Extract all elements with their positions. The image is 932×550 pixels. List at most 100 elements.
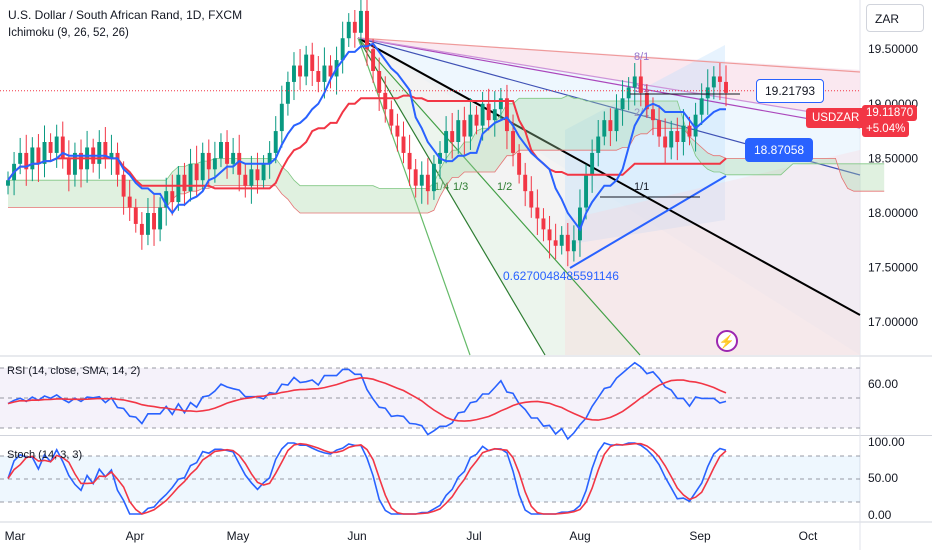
candle-body	[663, 136, 668, 148]
candle-body	[164, 191, 169, 208]
indicator-lines	[0, 42, 860, 269]
stoch-tick-label: 50.00	[868, 471, 898, 485]
candle-body	[584, 174, 589, 208]
candle-body	[322, 65, 327, 82]
chart-title: U.S. Dollar / South African Rand, 1D, FX…	[8, 8, 243, 22]
candle-body	[578, 207, 582, 241]
price-tick-label: 17.50000	[868, 261, 918, 275]
fan-line	[357, 37, 546, 356]
candle-body	[346, 21, 351, 39]
fan-line	[357, 37, 861, 121]
candle-body	[498, 98, 503, 110]
candle-body	[535, 207, 540, 219]
candle-body	[620, 98, 625, 110]
candle-body	[139, 223, 144, 235]
price-callout-upper[interactable]: 19.21793	[756, 79, 825, 103]
candle-body	[565, 234, 570, 252]
change-tag: +5.04%	[862, 121, 910, 137]
candle-body	[18, 152, 23, 164]
last-price-tag: 19.11870	[862, 105, 918, 121]
candle-body	[176, 174, 181, 203]
candle-body	[632, 76, 637, 88]
candle-body	[328, 65, 333, 77]
candle-body	[419, 174, 424, 186]
fan-line	[357, 37, 471, 356]
candle-body	[72, 152, 77, 175]
candle-body	[407, 152, 412, 170]
price-tick-label: 17.00000	[868, 315, 918, 329]
candle-body	[425, 174, 430, 192]
candle-body	[267, 152, 272, 164]
candle-body	[212, 158, 217, 170]
candle-body	[644, 92, 649, 110]
candle-body	[66, 158, 71, 175]
candle-body	[255, 169, 260, 181]
candle-body	[596, 136, 601, 153]
candle-body	[571, 240, 576, 252]
candle-body	[413, 169, 418, 186]
price-tick-label: 18.00000	[868, 206, 918, 220]
candle-body	[486, 103, 491, 121]
candle-body	[249, 169, 254, 186]
rsi-label[interactable]: RSI (14, close, SMA, 14, 2)	[7, 365, 141, 377]
ichimoku-indicator-label[interactable]: Ichimoku (9, 26, 52, 26)	[8, 27, 129, 39]
candle-body	[444, 131, 449, 153]
candle-body	[170, 191, 175, 203]
candle-body	[383, 92, 388, 110]
candle-body	[60, 136, 65, 159]
candle-body	[182, 174, 187, 192]
candle-body	[608, 120, 613, 132]
time-tick-label: Apr	[126, 529, 145, 543]
candle-body	[310, 54, 315, 71]
candle-body	[285, 81, 290, 104]
stoch-pane	[7, 442, 727, 515]
candle-body	[127, 196, 132, 208]
candle-body	[316, 71, 321, 82]
candle-body	[602, 120, 607, 137]
fan-line	[357, 37, 861, 316]
candle-body	[273, 131, 278, 153]
stoch-label[interactable]: Stoch (14, 3, 3)	[7, 449, 83, 461]
lightning-icon[interactable]: ⚡	[716, 330, 738, 352]
stoch-tick-label: 100.00	[868, 435, 905, 449]
candle-body	[401, 136, 406, 153]
candle-body	[541, 218, 546, 230]
currency-selector[interactable]: ZAR	[866, 4, 924, 32]
candle-body	[468, 114, 473, 137]
candle-body	[705, 87, 710, 99]
fan-label: 1/3	[453, 181, 468, 193]
candle-body	[304, 54, 309, 77]
price-callout-lower[interactable]: 18.87058	[745, 138, 814, 162]
fan-label: 1/1	[634, 181, 649, 193]
fib-ratio-label: 0.6270048485591146	[503, 269, 619, 283]
stoch-d-line	[7, 442, 727, 515]
rsi-ma-line	[7, 376, 727, 422]
stoch-tick-label: 0.00	[868, 508, 892, 522]
candle-body	[365, 10, 369, 50]
rsi-band	[0, 368, 860, 428]
candlesticks	[6, 0, 728, 267]
candle-body	[42, 142, 47, 164]
fan-label: 1/2	[497, 181, 512, 193]
candle-body	[517, 152, 522, 175]
tenkan-sen	[7, 42, 726, 232]
kijun-sen	[7, 94, 727, 190]
rsi-tick-label: 60.00	[868, 377, 898, 391]
candle-body	[54, 136, 59, 153]
candle-body	[298, 65, 303, 77]
candle-body	[225, 142, 230, 164]
candle-body	[358, 10, 363, 33]
time-tick-label: May	[227, 529, 250, 543]
fan-line	[357, 37, 861, 73]
candle-body	[121, 174, 126, 197]
candle-body	[590, 152, 595, 175]
rsi-line	[7, 361, 727, 441]
candle-body	[97, 142, 102, 164]
candle-body	[115, 152, 120, 175]
price-tick-label: 18.50000	[868, 151, 918, 165]
candle-body	[553, 240, 558, 246]
candle-body	[377, 71, 382, 93]
candle-body	[292, 65, 296, 82]
